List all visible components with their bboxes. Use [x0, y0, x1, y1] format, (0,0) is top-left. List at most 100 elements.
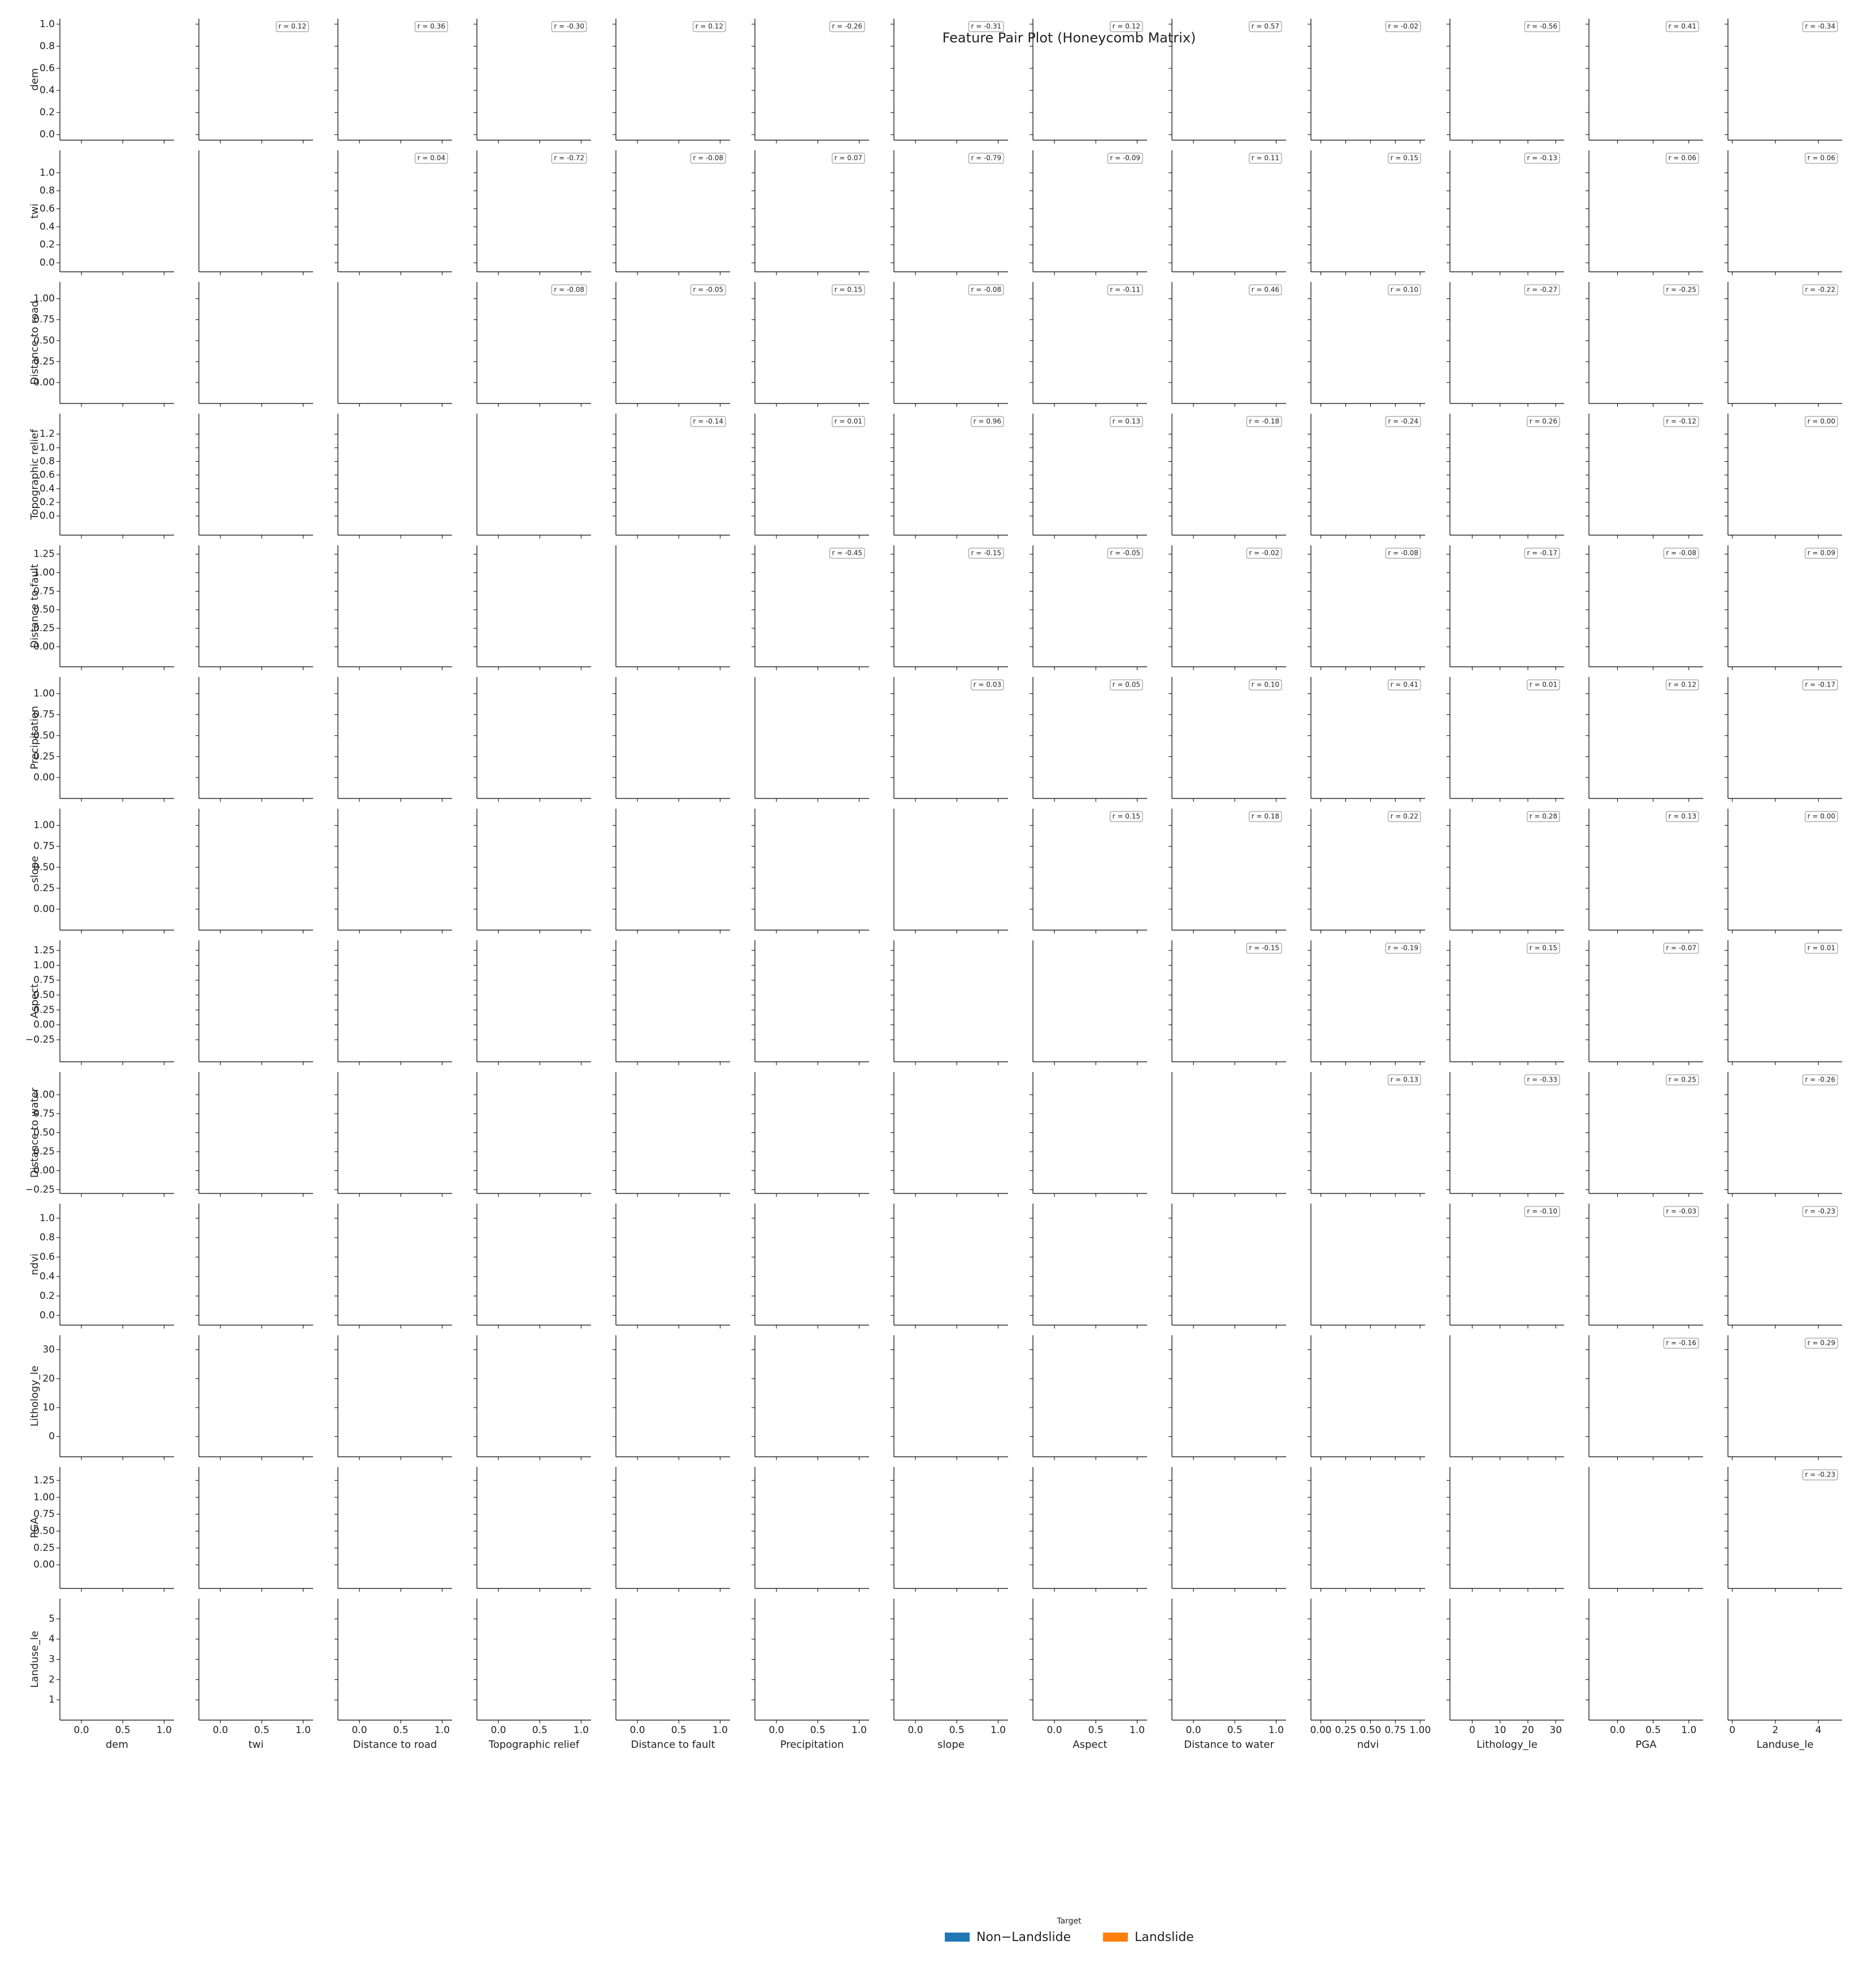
x-tick-label: 0.5 — [254, 1725, 270, 1736]
y-tick-label: 0.8 — [40, 41, 55, 52]
correlation-box — [832, 416, 865, 427]
correlation-box — [1802, 21, 1838, 32]
correlation-box — [1527, 811, 1560, 822]
y-tick-label: 1 — [49, 1694, 55, 1705]
correlation-label: r = -0.79 — [971, 154, 1001, 162]
correlation-box — [1527, 943, 1560, 954]
y-tick-label: 0.25 — [33, 1146, 55, 1157]
x-tick-label: 0.5 — [393, 1725, 409, 1736]
y-axis-label: Lithology_le — [29, 1366, 41, 1427]
x-tick-label: 0.0 — [769, 1725, 784, 1736]
correlation-label: r = -0.26 — [1805, 1076, 1835, 1084]
y-tick-label: 0.25 — [33, 623, 55, 634]
y-tick-label: 0.0 — [40, 510, 55, 522]
correlation-box — [1107, 153, 1143, 164]
correlation-label: r = -0.16 — [1666, 1339, 1696, 1347]
y-tick-label: 1.25 — [33, 1475, 55, 1486]
correlation-label: r = -0.17 — [1527, 549, 1557, 557]
correlation-box — [1524, 153, 1560, 164]
y-tick-label: 1.00 — [33, 1089, 55, 1100]
y-tick-label: 0.25 — [33, 751, 55, 762]
x-tick-label: 0.0 — [1610, 1725, 1625, 1736]
correlation-label: r = -0.25 — [1666, 286, 1696, 294]
y-tick-label: 0.6 — [40, 203, 55, 215]
y-tick-label: 0.50 — [33, 989, 55, 1001]
x-tick-label: 0.0 — [1047, 1725, 1062, 1736]
y-tick-label: 0.8 — [40, 185, 55, 197]
y-tick-label: 0.00 — [33, 377, 55, 388]
x-tick-label: 1.0 — [1269, 1725, 1284, 1736]
correlation-box — [1110, 416, 1143, 427]
correlation-box — [1107, 548, 1143, 559]
correlation-label: r = -0.07 — [1666, 944, 1696, 952]
correlation-box — [415, 153, 448, 164]
correlation-box — [968, 284, 1004, 296]
correlation-box — [1524, 284, 1560, 296]
correlation-box — [832, 153, 865, 164]
y-tick-label: 0.25 — [33, 1542, 55, 1553]
correlation-label: r = -0.34 — [1805, 23, 1835, 31]
correlation-box — [1802, 284, 1838, 296]
y-tick-label: 0.8 — [40, 1232, 55, 1243]
correlation-label: r = -0.24 — [1388, 418, 1418, 426]
x-tick-label: 0.50 — [1360, 1725, 1381, 1736]
correlation-label: r = 0.06 — [1808, 154, 1835, 162]
correlation-box — [1663, 1206, 1699, 1217]
x-tick-label: 1.0 — [435, 1725, 450, 1736]
x-tick-label: 30 — [1549, 1725, 1562, 1736]
x-axis-label: Topographic relief — [488, 1739, 580, 1751]
y-tick-label: 0.00 — [33, 641, 55, 653]
x-tick-label: 1.0 — [991, 1725, 1006, 1736]
x-tick-label: 0.25 — [1335, 1725, 1357, 1736]
correlation-box — [1249, 21, 1282, 32]
y-tick-label: 1.0 — [40, 1213, 55, 1224]
correlation-box — [1802, 1469, 1838, 1481]
correlation-box — [829, 21, 865, 32]
correlation-label: r = -0.11 — [1110, 286, 1140, 294]
correlation-box — [551, 21, 587, 32]
correlation-label: r = -0.45 — [832, 549, 862, 557]
correlation-box — [1110, 811, 1143, 822]
y-tick-label: 0.75 — [33, 975, 55, 986]
correlation-label: r = -0.05 — [693, 286, 723, 294]
x-tick-label: 0.5 — [1088, 1725, 1104, 1736]
y-axis-label: ndvi — [29, 1253, 41, 1275]
x-tick-label: 2 — [1772, 1725, 1778, 1736]
correlation-label: r = 0.12 — [696, 23, 723, 31]
legend-label: Landslide — [1135, 1930, 1194, 1944]
x-tick-label: 10 — [1494, 1725, 1506, 1736]
y-tick-label: 1.0 — [40, 19, 55, 30]
correlation-label: r = 0.18 — [1252, 813, 1279, 820]
x-tick-label: 0.0 — [74, 1725, 89, 1736]
correlation-box — [1385, 416, 1421, 427]
correlation-label: r = 0.15 — [1113, 813, 1140, 820]
correlation-label: r = -0.30 — [554, 23, 584, 31]
x-tick-label: 0.0 — [630, 1725, 645, 1736]
x-tick-label: 0.5 — [1645, 1725, 1661, 1736]
x-axis-label: Distance to water — [1184, 1739, 1274, 1751]
y-tick-label: 0.50 — [33, 604, 55, 615]
correlation-label: r = -0.08 — [554, 286, 584, 294]
x-tick-label: 0.0 — [491, 1725, 506, 1736]
correlation-label: r = 0.15 — [835, 286, 862, 294]
correlation-label: r = -0.15 — [971, 549, 1001, 557]
legend-swatch — [945, 1933, 970, 1942]
y-tick-label: 0.4 — [40, 221, 55, 232]
correlation-label: r = -0.02 — [1388, 23, 1418, 31]
correlation-label: r = -0.08 — [971, 286, 1001, 294]
correlation-box — [1663, 943, 1699, 954]
correlation-box — [1805, 811, 1838, 822]
correlation-label: r = 0.26 — [1530, 418, 1557, 426]
correlation-box — [1666, 679, 1699, 691]
correlation-box — [1802, 1074, 1838, 1086]
correlation-label: r = -0.18 — [1249, 418, 1279, 426]
y-tick-label: 0.25 — [33, 1004, 55, 1015]
correlation-box — [1388, 811, 1421, 822]
y-tick-label: 0.00 — [33, 1165, 55, 1176]
y-tick-label: 0.0 — [40, 1310, 55, 1321]
y-tick-label: 0.2 — [40, 497, 55, 508]
x-tick-label: 0.5 — [949, 1725, 965, 1736]
correlation-box — [1802, 679, 1838, 691]
y-tick-label: 10 — [42, 1402, 55, 1413]
y-tick-label: 3 — [49, 1654, 55, 1665]
